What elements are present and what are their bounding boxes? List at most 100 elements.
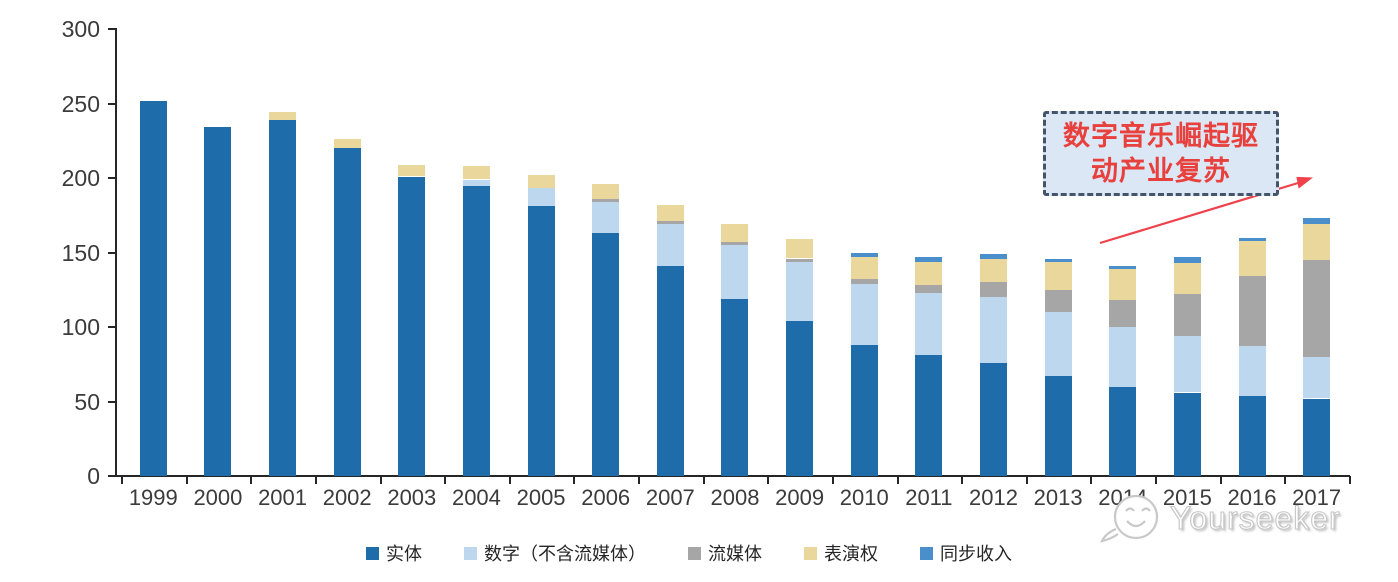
- bar-segment: [1238, 237, 1266, 241]
- x-axis-category-label: 2000: [193, 485, 243, 510]
- bar-segment: [1238, 240, 1266, 277]
- x-axis-category-label: 2017: [1292, 485, 1342, 510]
- bar-segment: [592, 198, 620, 202]
- annotation-line-2: 动产业复苏: [1091, 155, 1231, 186]
- x-axis-category-label: 2008: [710, 485, 760, 510]
- x-axis-tick-mark: [702, 476, 705, 484]
- bar-segment: [333, 139, 361, 149]
- x-axis-category-label: 2006: [581, 485, 631, 510]
- watermark: Yourseeker: [1096, 489, 1341, 547]
- bar-segment: [786, 239, 814, 259]
- x-axis-tick-mark: [379, 476, 382, 484]
- bar-segment: [721, 242, 749, 246]
- legend-item: 流媒体: [688, 540, 762, 566]
- bar-segment: [915, 257, 943, 262]
- y-axis-tick-mark: [108, 400, 117, 403]
- bar-segment: [786, 321, 814, 476]
- bar-segment: [1044, 258, 1072, 262]
- x-axis-tick-mark: [1284, 476, 1287, 484]
- x-axis-tick-mark: [767, 476, 770, 484]
- legend-swatch: [366, 546, 379, 560]
- bar-segment: [850, 279, 878, 284]
- y-axis-tick-label: 100: [61, 314, 100, 340]
- y-axis-tick-label: 300: [61, 16, 100, 42]
- bar-segment: [269, 119, 297, 476]
- x-axis-category-label: 2012: [969, 485, 1018, 510]
- x-axis-category-label: 2011: [905, 485, 953, 510]
- bar-segment: [979, 282, 1007, 298]
- legend-label: 流媒体: [708, 544, 762, 564]
- x-axis-line: [115, 475, 1350, 477]
- x-axis-tick-mark: [1348, 476, 1351, 484]
- bar-segment: [1173, 294, 1201, 336]
- x-axis-tick-mark: [573, 476, 576, 484]
- x-axis-tick-mark: [508, 476, 511, 484]
- y-axis-tick-label: 50: [74, 388, 100, 415]
- legend-item: 实体: [366, 540, 422, 566]
- x-axis-tick-mark: [314, 476, 317, 484]
- x-axis-tick-mark: [831, 476, 834, 484]
- bar-segment: [333, 148, 361, 476]
- x-axis-tick-mark: [896, 476, 899, 484]
- bar-segment: [656, 204, 684, 222]
- x-axis-tick-mark: [1025, 476, 1028, 484]
- bar-segment: [1173, 262, 1201, 295]
- bar-segment: [1109, 300, 1137, 327]
- bar-segment: [850, 283, 878, 345]
- x-axis-category-label: 2002: [322, 485, 372, 510]
- bar-segment: [850, 252, 878, 257]
- bar-segment: [979, 362, 1007, 476]
- y-axis-tick-label: 200: [61, 165, 100, 191]
- bar-segment: [592, 184, 620, 199]
- bar-segment: [462, 166, 490, 180]
- legend-swatch: [688, 546, 701, 560]
- x-axis-tick-mark: [444, 476, 447, 484]
- bar-segment: [721, 224, 749, 243]
- legend-label: 实体: [386, 544, 422, 564]
- y-axis-tick-label: 150: [61, 239, 100, 266]
- x-axis-category-label: 2004: [451, 485, 501, 510]
- bar-segment: [786, 258, 814, 262]
- bar-segment: [979, 254, 1007, 259]
- bar-segment: [721, 245, 749, 299]
- bar-segment: [204, 127, 232, 476]
- legend-item: 同步收入: [920, 540, 1012, 566]
- x-axis-category-label: 2001: [258, 485, 308, 510]
- bar-segment: [527, 175, 555, 189]
- bar-segment: [462, 179, 490, 186]
- bar-segment: [850, 344, 878, 476]
- legend: 实体 数字（不含流媒体） 流媒体 表演权 同步收入: [366, 540, 1012, 566]
- bar-segment: [1109, 327, 1137, 387]
- x-axis-category-label: 2015: [1162, 485, 1212, 510]
- bar-segment: [1109, 268, 1137, 301]
- y-axis-tick-label: 250: [61, 90, 100, 117]
- x-axis-category-label: 2013: [1033, 485, 1083, 510]
- y-axis-tick-mark: [108, 177, 117, 179]
- y-axis-tick-mark: [108, 102, 117, 105]
- bar-segment: [398, 176, 426, 476]
- bar-segment: [592, 233, 620, 476]
- legend-label: 数字（不含流媒体）: [484, 544, 646, 564]
- bar-segment: [915, 285, 943, 293]
- legend-swatch: [804, 546, 817, 560]
- bar-segment: [656, 224, 684, 266]
- bar-segment: [1044, 261, 1072, 290]
- bar-segment: [1303, 356, 1331, 399]
- bar-segment: [915, 355, 943, 476]
- legend-item: 数字（不含流媒体）: [464, 540, 646, 566]
- x-axis-tick-mark: [1155, 476, 1158, 484]
- x-axis-tick-mark: [1090, 476, 1093, 484]
- bar-segment: [850, 257, 878, 280]
- bar-segment: [1303, 224, 1331, 260]
- x-axis-tick-mark: [250, 476, 253, 484]
- bar-segment: [1303, 259, 1331, 357]
- x-axis-category-label: 2003: [387, 485, 437, 510]
- bar-segment: [1173, 335, 1201, 393]
- bar-segment: [1238, 276, 1266, 347]
- y-axis-tick-label: 0: [87, 463, 100, 489]
- bar-segment: [1238, 346, 1266, 396]
- bar-segment: [527, 206, 555, 476]
- bar-segment: [786, 261, 814, 321]
- y-axis-tick-mark: [108, 28, 117, 30]
